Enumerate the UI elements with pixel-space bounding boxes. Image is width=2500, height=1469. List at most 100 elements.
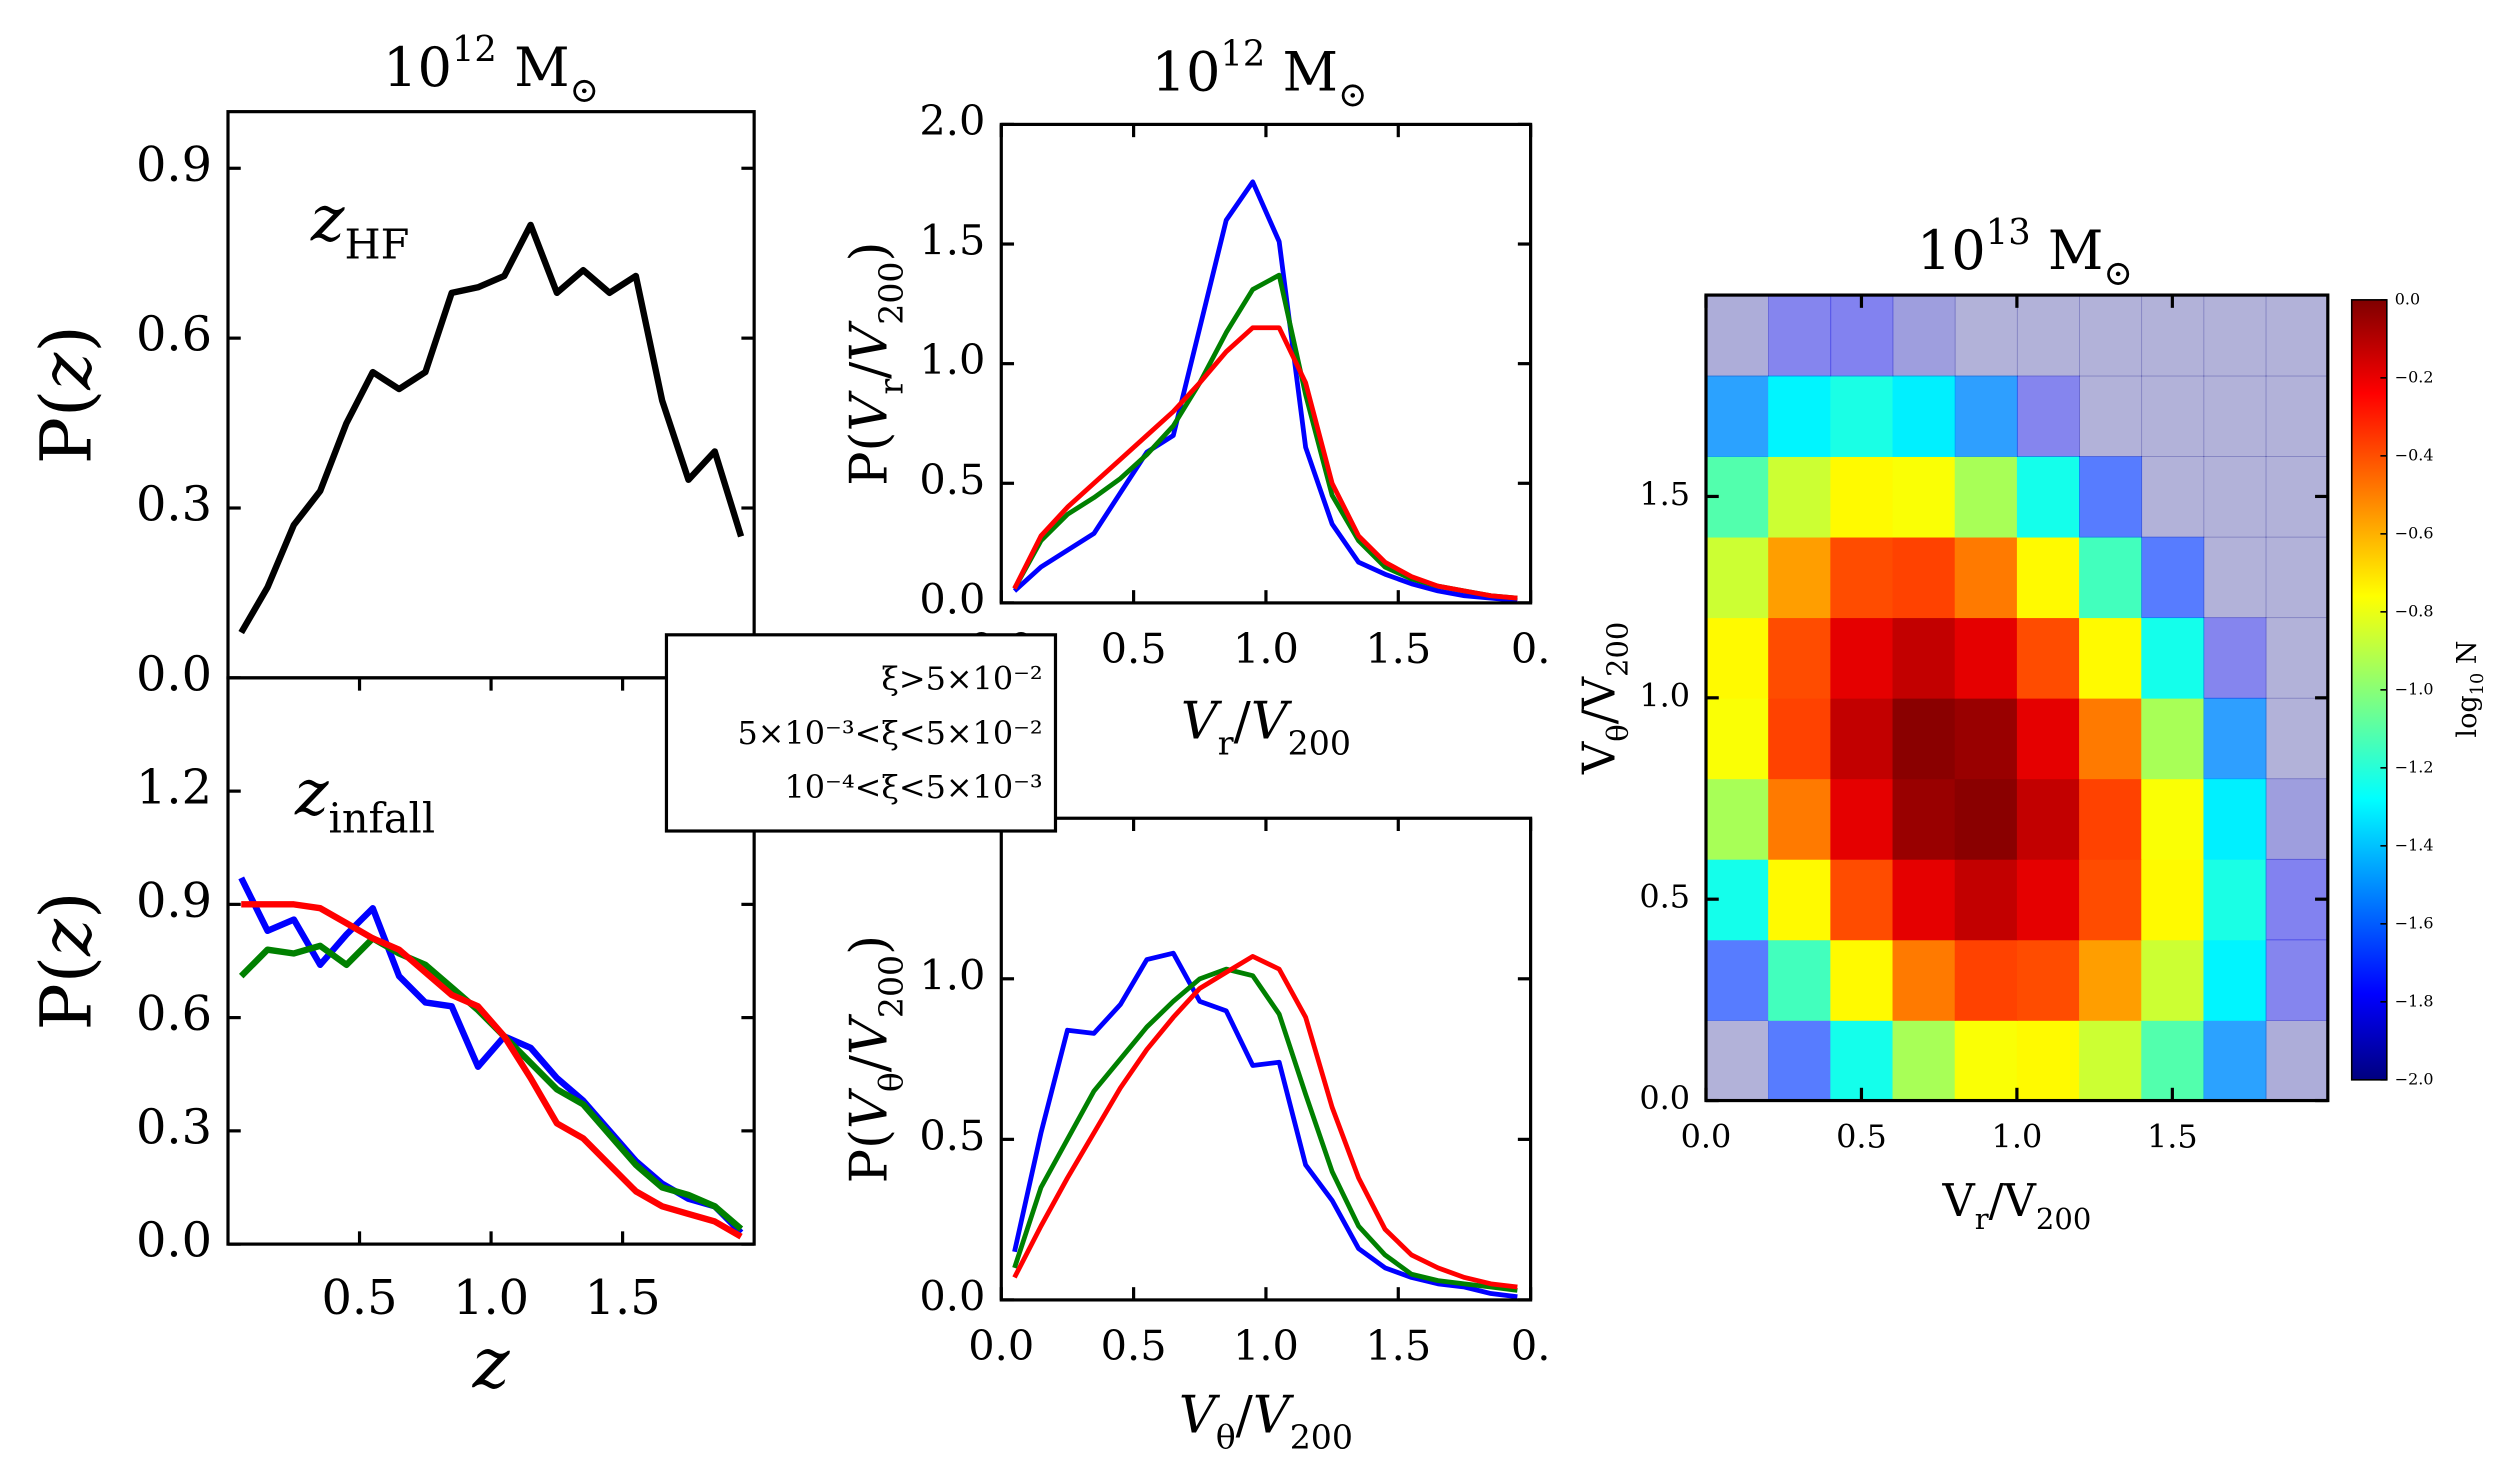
heat-cell	[1892, 536, 1956, 619]
colorbar-tick-label: −1.0	[2395, 679, 2434, 698]
chart-title-part: ⊙	[1338, 75, 1368, 116]
colorbar-tick-label: 0.0	[2395, 289, 2420, 308]
heat-cell	[1830, 617, 1894, 699]
y-tick-label: 0.5	[919, 1112, 985, 1160]
heat-cell	[1830, 536, 1894, 619]
x-tick-label: 1.0	[1233, 1322, 1299, 1370]
series-line	[241, 901, 743, 1240]
heat-cell	[2265, 778, 2329, 860]
x-axis-label: Vθ/V200	[1179, 1387, 1353, 1457]
y-axis-label: P(z)	[25, 892, 107, 1031]
x-tick-label: 0.5	[1836, 1117, 1887, 1155]
heat-cell	[2203, 536, 2267, 619]
x-axis-label-part: /	[1236, 1387, 1254, 1446]
heat-cell	[1705, 536, 1769, 619]
series-line	[238, 935, 744, 1232]
y-tick-label: 1.2	[136, 761, 212, 816]
x-axis-label-part: r	[1218, 723, 1234, 762]
y-axis-label-part: P(	[841, 1129, 900, 1183]
x-axis-label-part: V	[1942, 1175, 1976, 1227]
colorbar-label-part: 10	[2468, 673, 2488, 695]
heat-cell	[1892, 697, 1956, 780]
colorbar-label: log10 N	[2452, 640, 2488, 737]
x-axis-label-part: z	[472, 1322, 511, 1404]
y-axis-label: P(Vθ/V200)	[841, 935, 910, 1183]
x-tick-label: 0.5	[1101, 625, 1167, 673]
heat-cell	[1892, 1020, 1956, 1102]
legend-entry: 10⁻⁴<ξ<5×10⁻³	[784, 768, 1042, 806]
heat-cell	[1892, 456, 1956, 538]
series-line	[1012, 966, 1518, 1293]
x-axis-label-part: 200	[2036, 1202, 2091, 1236]
series-line	[1012, 953, 1518, 1290]
chart-title-part: 10	[1917, 219, 1986, 282]
colorbar-tick-label: −0.4	[2395, 445, 2434, 464]
heat-cell	[2141, 778, 2205, 860]
heat-cell	[2265, 295, 2329, 377]
y-axis-label-part: P(	[841, 432, 900, 486]
heat-cell	[1830, 375, 1894, 457]
heat-cell	[2265, 617, 2329, 699]
annotation-part: z	[310, 182, 345, 256]
heat-cell	[1954, 617, 2018, 699]
y-axis-label-part: V	[841, 1087, 900, 1129]
heat-cell	[1892, 778, 1956, 860]
chart-title-part: ⊙	[570, 70, 600, 111]
heat-cell	[1768, 456, 1832, 538]
y-tick-label: 0.9	[136, 138, 212, 193]
heat-cell	[2203, 1020, 2267, 1102]
annotation: zHF	[310, 182, 410, 268]
y-tick-label: 0.0	[136, 647, 212, 702]
colorbar-tick-label: −1.6	[2395, 913, 2434, 932]
heat-cell	[2203, 939, 2267, 1021]
y-tick-label: 1.0	[919, 951, 985, 999]
heat-cell	[1954, 456, 2018, 538]
series-line	[1012, 950, 1518, 1300]
heat-cell	[1830, 295, 1894, 377]
heat-cell	[2265, 375, 2329, 457]
plot-frame	[226, 110, 756, 680]
heat-cell	[1954, 536, 2018, 619]
x-axis-label-part: V	[1253, 1387, 1295, 1446]
chart-title-part: 13	[1986, 212, 2031, 253]
y-axis-label-part: )	[841, 935, 900, 955]
heat-cell	[2079, 456, 2143, 538]
heat-cell	[1830, 456, 1894, 538]
heat-cell	[2203, 456, 2267, 538]
x-tick-label: 0.	[1511, 1322, 1551, 1370]
heat-cell	[2141, 456, 2205, 538]
heat-cell	[1768, 697, 1832, 780]
y-axis-label-part: 200	[871, 261, 910, 324]
heat-cell	[2203, 858, 2267, 941]
heat-cell	[2079, 778, 2143, 860]
heat-cell	[1768, 858, 1832, 941]
x-axis-label: Vr/V200	[1942, 1175, 2092, 1237]
y-axis-label-part: V	[841, 1013, 900, 1055]
y-axis-label-part: P(	[25, 956, 107, 1031]
annotation: zinfall	[294, 756, 435, 842]
heat-cell	[2203, 375, 2267, 457]
heat-cell	[2203, 617, 2267, 699]
x-axis-label: Vr/V200	[1181, 693, 1351, 763]
y-axis-label-part: /V	[1573, 676, 1625, 724]
x-axis-label: z	[472, 1322, 511, 1404]
heat-cell	[2141, 858, 2205, 941]
heat-cell	[2016, 536, 2080, 619]
heat-cell	[1954, 939, 2018, 1021]
x-tick-label: 1.0	[453, 1271, 529, 1326]
heat-cell	[1954, 295, 2018, 377]
y-axis-label-part: /	[841, 1054, 900, 1072]
colorbar-tick-label: −2.0	[2395, 1069, 2434, 1088]
y-axis-label: P(Vr/V200)	[841, 242, 910, 486]
legend-entry: 5×10⁻³<ξ<5×10⁻²	[738, 714, 1043, 752]
y-axis-label-part: r	[871, 379, 910, 395]
y-tick-label: 0.0	[136, 1214, 212, 1269]
heat-cell	[2079, 1020, 2143, 1102]
heat-cell	[2265, 1020, 2329, 1102]
series-line	[238, 221, 745, 635]
y-tick-label: 0.0	[1639, 1079, 1690, 1117]
chart-title-part: 12	[1221, 34, 1266, 75]
legend-entry: ξ>5×10⁻²	[881, 660, 1042, 698]
series-line	[1012, 325, 1518, 601]
